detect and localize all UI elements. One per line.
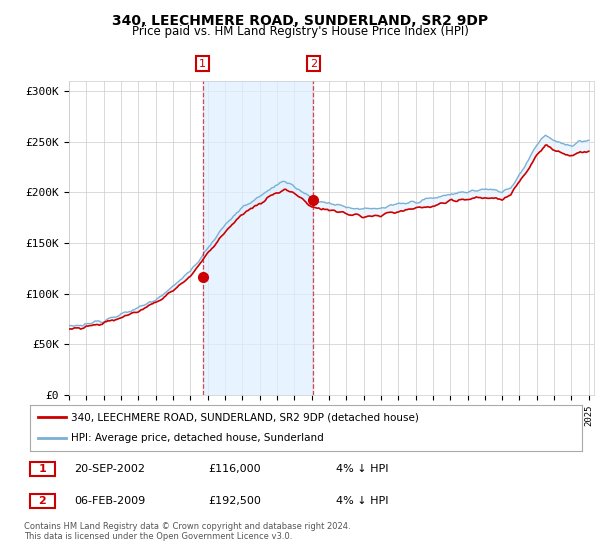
Text: 06-FEB-2009: 06-FEB-2009 [74,496,145,506]
FancyBboxPatch shape [29,494,55,508]
Text: HPI: Average price, detached house, Sunderland: HPI: Average price, detached house, Sund… [71,433,324,444]
Text: 340, LEECHMERE ROAD, SUNDERLAND, SR2 9DP: 340, LEECHMERE ROAD, SUNDERLAND, SR2 9DP [112,14,488,28]
Bar [203,81,313,395]
FancyBboxPatch shape [29,462,55,476]
Text: 2: 2 [310,59,317,69]
Text: 2: 2 [38,496,46,506]
Text: £116,000: £116,000 [208,464,261,474]
Text: 1: 1 [38,464,46,474]
Text: £192,500: £192,500 [208,496,261,506]
Text: 4% ↓ HPI: 4% ↓ HPI [337,496,389,506]
Text: This data is licensed under the Open Government Licence v3.0.: This data is licensed under the Open Gov… [24,532,292,541]
Text: 340, LEECHMERE ROAD, SUNDERLAND, SR2 9DP (detached house): 340, LEECHMERE ROAD, SUNDERLAND, SR2 9DP… [71,412,419,422]
Text: 20-SEP-2002: 20-SEP-2002 [74,464,145,474]
Text: Price paid vs. HM Land Registry's House Price Index (HPI): Price paid vs. HM Land Registry's House … [131,25,469,38]
Text: 4% ↓ HPI: 4% ↓ HPI [337,464,389,474]
Text: 1: 1 [199,59,206,69]
Text: Contains HM Land Registry data © Crown copyright and database right 2024.: Contains HM Land Registry data © Crown c… [24,522,350,531]
